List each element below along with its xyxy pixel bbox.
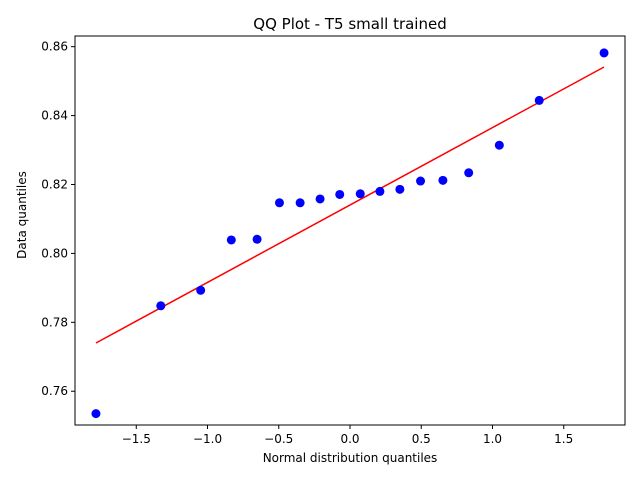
data-point [156,301,166,311]
data-point [375,186,385,196]
x-tick-label: −1.0 [193,432,222,446]
x-tick-label: 0.5 [412,432,431,446]
reference-line [95,66,605,344]
data-point [464,168,474,178]
data-point [295,198,305,208]
x-tick-label: 1.0 [483,432,502,446]
plot-area [74,35,626,426]
y-tick-label: 0.86 [41,40,68,54]
y-tick-label: 0.82 [41,178,68,192]
data-point [534,95,544,105]
data-point [355,189,365,199]
y-axis-label: Data quantiles [15,171,29,259]
y-tick-label: 0.78 [41,315,68,329]
x-tick-label: −1.5 [122,432,151,446]
x-tick-label: 0.0 [340,432,359,446]
y-tick-label: 0.84 [41,109,68,123]
data-point [599,48,609,58]
data-point [91,409,101,419]
data-point [226,235,236,245]
data-point [196,285,206,295]
x-tick-label: 1.5 [554,432,573,446]
axes-frame [74,35,626,426]
data-point [395,184,405,194]
data-point [252,234,262,244]
data-point [416,176,426,186]
y-tick-label: 0.80 [41,246,68,260]
chart-title: QQ Plot - T5 small trained [253,15,446,33]
x-tick-label: −0.5 [264,432,293,446]
y-axis-ticks: 0.76 0.78 0.80 0.82 0.84 0.86 [41,40,75,398]
data-point [438,175,448,185]
x-axis-label: Normal distribution quantiles [263,451,438,465]
data-point [315,194,325,204]
data-point [494,140,504,150]
x-axis-ticks: −1.5 −1.0 −0.5 0.0 0.5 1.0 1.5 [122,425,573,446]
data-point [274,198,284,208]
y-tick-label: 0.76 [41,384,68,398]
data-point [335,189,345,199]
